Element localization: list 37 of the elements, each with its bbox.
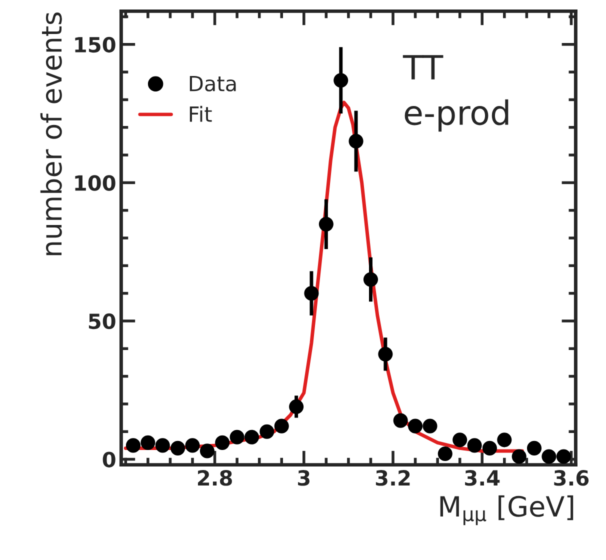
- y-tick-label: 50: [88, 313, 116, 330]
- point: [230, 430, 244, 444]
- point: [170, 440, 186, 456]
- annotation: TT: [402, 55, 444, 80]
- legend-label: Data: [190, 76, 236, 92]
- point: [185, 438, 200, 453]
- x-tick-label: 2.8: [198, 470, 232, 486]
- x-axis-title: M$_{μμ}$ [GeV]: [440, 495, 574, 526]
- x-tick-label: 3.6: [554, 470, 589, 486]
- point: [126, 438, 141, 453]
- point: [422, 418, 438, 434]
- point: [467, 438, 482, 453]
- y-tick-label: 100: [75, 175, 116, 191]
- point: [482, 440, 497, 456]
- point: [215, 435, 230, 450]
- point: [200, 444, 214, 458]
- point: [393, 413, 408, 428]
- point: [438, 446, 452, 462]
- point: [542, 449, 556, 464]
- point: [155, 438, 170, 453]
- point: [408, 418, 423, 434]
- x-tick-label: 3.4: [465, 470, 500, 486]
- y-tick-label: 150: [75, 36, 116, 53]
- legend-label: Fit: [190, 106, 212, 122]
- annotation: e-prod: [404, 99, 508, 132]
- point: [497, 432, 512, 448]
- point: [274, 418, 289, 434]
- x-tick-label: 3.2: [376, 470, 410, 486]
- point: [526, 440, 542, 456]
- point: [452, 432, 468, 448]
- point: [244, 430, 260, 444]
- y-tick-label: 0: [102, 452, 116, 468]
- y-axis-title: number of events: [40, 12, 62, 256]
- point: [512, 449, 526, 464]
- point: [260, 424, 274, 439]
- point: [140, 435, 156, 450]
- x-tick-label: 3: [298, 470, 310, 486]
